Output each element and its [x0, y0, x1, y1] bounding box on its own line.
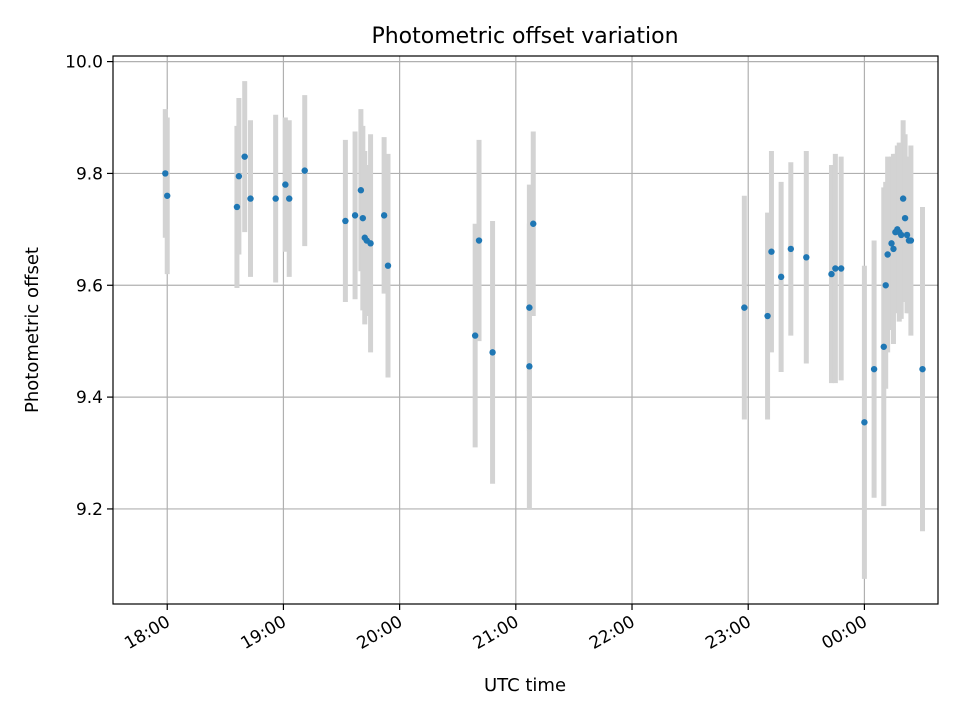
x-axis-ticks: 18:00 19:00 20:00 21:00 22:00 23:00 00:00 [121, 604, 871, 654]
data-point [359, 214, 367, 222]
data-points [162, 153, 926, 426]
data-point [907, 237, 915, 244]
data-point [164, 192, 171, 199]
data-point [890, 245, 897, 253]
y-tick-label: 9.2 [76, 500, 103, 520]
data-point [787, 245, 795, 253]
data-point [888, 240, 895, 247]
chart-title: Photometric offset variation [371, 24, 678, 49]
x-tick-label: 19:00 [237, 612, 289, 654]
plot-frame [112, 55, 939, 605]
y-tick-label: 9.8 [76, 164, 103, 184]
data-point [861, 419, 868, 426]
data-point [301, 167, 308, 174]
x-tick-label: 23:00 [702, 612, 754, 654]
data-point [837, 265, 845, 272]
data-point [351, 212, 359, 219]
x-tick-label: 22:00 [586, 612, 638, 654]
data-point [901, 214, 909, 222]
data-point [241, 153, 248, 160]
data-point [471, 332, 479, 339]
y-tick-label: 9.6 [76, 276, 103, 296]
data-point [286, 195, 293, 202]
data-point [475, 237, 483, 244]
data-point [768, 248, 775, 255]
data-point [247, 195, 254, 202]
x-tick-label: 00:00 [818, 612, 870, 654]
data-point [235, 173, 243, 180]
data-point [803, 254, 810, 261]
y-axis-label: Photometric offset [22, 247, 43, 413]
data-point [882, 282, 889, 289]
data-point [832, 265, 839, 272]
data-point [357, 187, 365, 194]
data-point [380, 212, 388, 219]
y-tick-label: 9.4 [76, 388, 103, 408]
data-point [828, 270, 835, 278]
data-point [526, 304, 533, 311]
error-bars [162, 81, 926, 579]
x-axis-label: UTC time [484, 675, 566, 696]
y-axis-ticks: 9.2 9.4 9.6 9.8 10.0 [65, 53, 113, 520]
data-point [884, 251, 891, 258]
x-tick-label: 18:00 [121, 612, 173, 654]
data-point [870, 365, 878, 373]
data-point [903, 231, 911, 239]
data-point [530, 220, 537, 227]
data-point [777, 273, 785, 281]
data-point [342, 217, 349, 225]
data-point [899, 195, 907, 202]
data-point [526, 363, 533, 370]
data-point [272, 195, 279, 202]
data-point [898, 231, 905, 239]
data-point [367, 240, 374, 247]
data-point [384, 262, 392, 269]
data-point [282, 181, 289, 188]
data-point [162, 170, 169, 177]
data-point [880, 343, 887, 350]
data-point [764, 312, 771, 320]
data-point [489, 349, 496, 356]
x-tick-label: 21:00 [470, 612, 522, 654]
data-point [233, 203, 241, 211]
data-point [741, 304, 748, 311]
x-tick-label: 20:00 [354, 612, 406, 654]
y-tick-label: 10.0 [65, 53, 103, 73]
data-point [919, 365, 926, 373]
